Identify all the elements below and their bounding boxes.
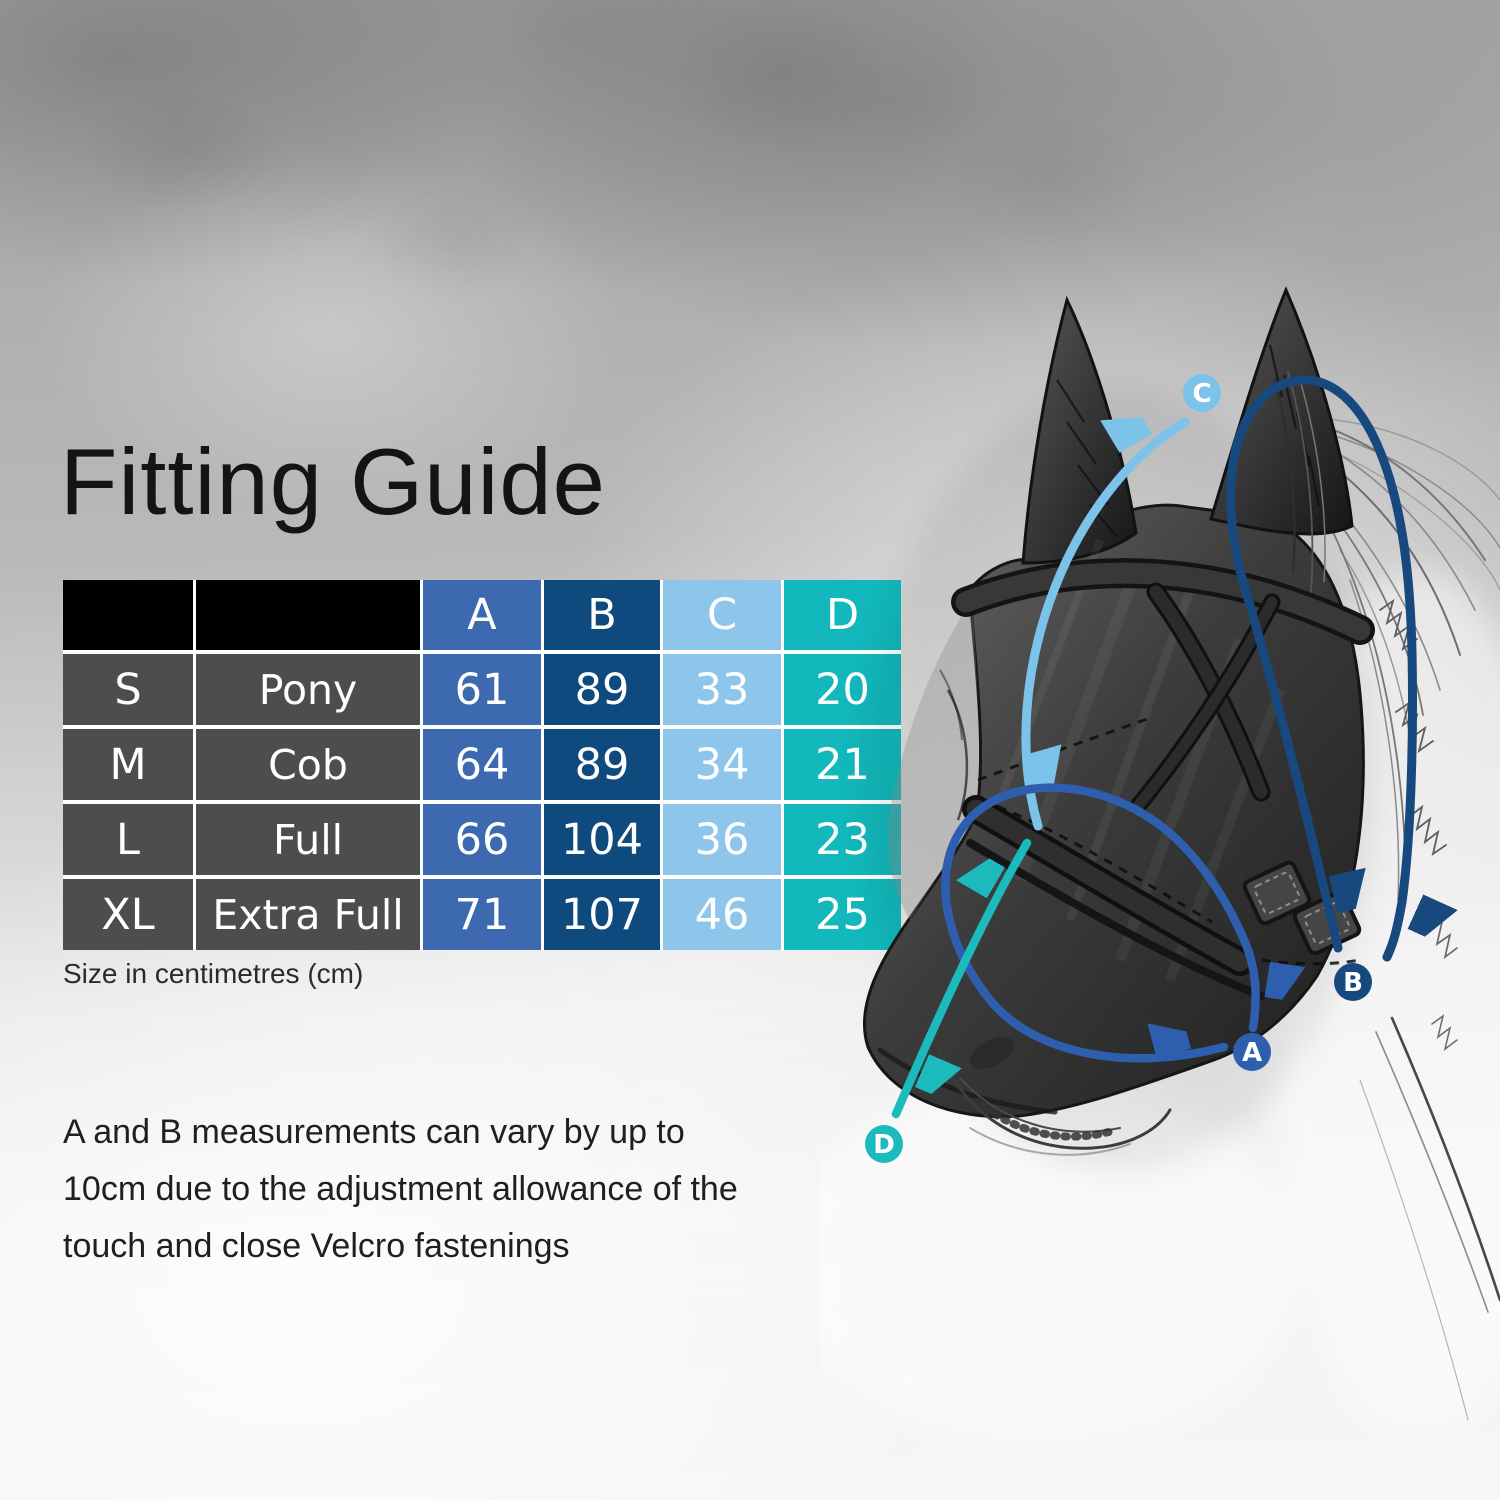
column-header-b: B — [544, 580, 660, 650]
column-header-a: A — [423, 580, 541, 650]
horse-fly-mask-diagram: C B A D — [820, 286, 1500, 1440]
value-l-c: 36 — [663, 804, 781, 875]
value-s-c: 33 — [663, 654, 781, 725]
noseband — [877, 795, 1266, 1115]
value-xl-c: 46 — [663, 879, 781, 950]
size-name-cob: Cob — [196, 729, 420, 800]
forelock-sketch — [1273, 371, 1326, 593]
footnote-line-3: touch and close Velcro fastenings — [63, 1227, 570, 1265]
mane-sketch — [1314, 417, 1500, 1421]
value-xl-a: 71 — [423, 879, 541, 950]
arrow-label-c: C — [1183, 374, 1221, 412]
arrow-label-b: B — [1334, 963, 1372, 1001]
value-s-a: 61 — [423, 654, 541, 725]
page-title: Fitting Guide — [60, 429, 606, 534]
value-l-b: 104 — [544, 804, 660, 875]
size-label-s: S — [63, 654, 193, 725]
measurement-arrows — [891, 375, 1413, 1119]
column-header-d: D — [784, 580, 901, 650]
measurement-arrow-d — [891, 838, 1032, 1119]
measurement-arrow-b — [1226, 375, 1413, 962]
label-letter-c: C — [1192, 379, 1211, 409]
value-xl-b: 107 — [544, 879, 660, 950]
measurement-arrow-c — [1021, 422, 1190, 831]
footnote: A and B measurements can vary by up to 1… — [63, 1104, 738, 1275]
value-m-a: 64 — [423, 729, 541, 800]
value-m-c: 34 — [663, 729, 781, 800]
size-table: A B C D S Pony 61 89 33 20 M Cob 64 89 3… — [63, 580, 901, 950]
value-s-b: 89 — [544, 654, 660, 725]
arrow-label-a: A — [1233, 1033, 1271, 1071]
label-letter-a: A — [1242, 1038, 1262, 1068]
table-corner-cell — [196, 580, 420, 650]
label-letter-b: B — [1343, 968, 1363, 998]
size-label-m: M — [63, 729, 193, 800]
size-label-xl: XL — [63, 879, 193, 950]
arrow-label-d: D — [865, 1125, 903, 1163]
size-name-pony: Pony — [196, 654, 420, 725]
cheek-wrinkles — [939, 669, 969, 821]
measurement-arrow-a — [941, 783, 1255, 1063]
label-letter-d: D — [873, 1130, 895, 1160]
size-name-extra-full: Extra Full — [196, 879, 420, 950]
value-m-b: 89 — [544, 729, 660, 800]
column-header-c: C — [663, 580, 781, 650]
size-name-full: Full — [196, 804, 420, 875]
value-l-a: 66 — [423, 804, 541, 875]
table-corner-cell — [63, 580, 193, 650]
size-label-l: L — [63, 804, 193, 875]
unit-note: Size in centimetres (cm) — [63, 958, 364, 989]
footnote-line-1: A and B measurements can vary by up to — [63, 1113, 685, 1151]
footnote-line-2: 10cm due to the adjustment allowance of … — [63, 1170, 738, 1208]
